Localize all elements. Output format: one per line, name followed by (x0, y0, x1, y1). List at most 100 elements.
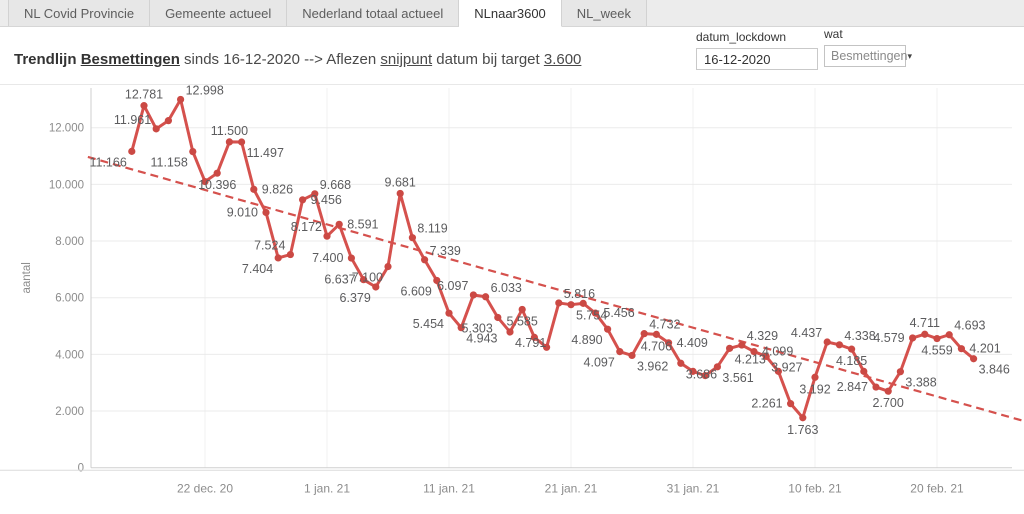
data-point[interactable] (713, 363, 722, 371)
data-point[interactable] (811, 373, 819, 381)
data-point[interactable] (884, 387, 892, 395)
data-point[interactable] (396, 189, 404, 198)
data-point[interactable] (445, 309, 453, 317)
data-point[interactable] (945, 331, 953, 339)
data-point[interactable] (347, 254, 355, 262)
data-point[interactable] (677, 359, 685, 367)
data-point[interactable] (628, 351, 636, 360)
title-segment-target: 3.600 (543, 51, 582, 68)
data-point[interactable] (482, 293, 490, 301)
data-point[interactable] (555, 299, 563, 307)
data-point[interactable] (579, 299, 587, 307)
data-point[interactable] (665, 339, 673, 347)
wat-parameter: wat Besmettingen ▾ (824, 27, 912, 67)
data-point[interactable] (372, 283, 380, 291)
data-point[interactable] (164, 117, 172, 125)
data-point-label: 7.339 (430, 244, 461, 258)
data-point[interactable] (567, 301, 575, 309)
title-segment: sinds 16-12-2020 --> Aflezen (179, 51, 381, 68)
data-point[interactable] (274, 254, 282, 262)
data-point[interactable] (604, 325, 612, 333)
data-point[interactable] (921, 330, 929, 338)
data-point[interactable] (262, 208, 270, 217)
datum-lockdown-label: datum_lockdown (696, 30, 787, 44)
tab-nederland-totaal-actueel[interactable]: Nederland totaal actueel (287, 0, 460, 26)
data-point[interactable] (896, 368, 905, 376)
data-point[interactable] (738, 341, 746, 349)
tab-nl-covid-provincie[interactable]: NL Covid Provincie (9, 0, 151, 26)
data-point[interactable] (250, 185, 258, 193)
data-point[interactable] (848, 345, 856, 353)
data-point[interactable] (835, 341, 844, 349)
data-point-label: 6.097 (437, 279, 468, 293)
data-point[interactable] (457, 324, 465, 332)
tab-gemeente-actueel[interactable]: Gemeente actueel (150, 0, 288, 26)
data-point[interactable] (799, 414, 807, 422)
data-point-label: 10.396 (198, 178, 236, 192)
data-point-label: 5.456 (603, 306, 634, 320)
data-point[interactable] (933, 334, 941, 343)
data-point[interactable] (384, 262, 392, 271)
data-point[interactable] (506, 328, 514, 336)
data-point[interactable] (335, 220, 343, 228)
data-point[interactable] (286, 250, 294, 259)
data-point[interactable] (640, 330, 648, 338)
data-point[interactable] (750, 347, 758, 356)
data-point[interactable] (970, 355, 978, 363)
data-point[interactable] (213, 169, 221, 177)
data-point[interactable] (774, 367, 783, 375)
data-point[interactable] (408, 234, 416, 242)
data-point[interactable] (433, 276, 441, 285)
wat-dropdown[interactable]: Besmettingen ▾ (824, 45, 912, 67)
data-point[interactable] (299, 196, 307, 204)
data-point[interactable] (140, 102, 148, 110)
data-point[interactable] (530, 333, 539, 341)
data-point-label: 7.404 (242, 262, 273, 276)
data-point[interactable] (323, 232, 331, 240)
data-point[interactable] (311, 190, 319, 198)
line-chart-canvas: 0 2.000 4.000 6.000 8.000 10.000 12.000 aantal 2… (0, 83, 1024, 496)
data-point[interactable] (421, 256, 429, 264)
data-point[interactable] (128, 147, 136, 155)
data-point[interactable] (201, 177, 209, 186)
x-axis-tick-label: 22 dec. 20 (177, 482, 233, 496)
data-point[interactable] (469, 291, 477, 299)
data-point[interactable] (591, 309, 600, 317)
data-point-label: 8.172 (291, 220, 322, 234)
data-point[interactable] (860, 367, 868, 375)
data-point-label: 8.591 (347, 217, 378, 231)
data-point[interactable] (494, 313, 502, 322)
wat-dropdown-value: Besmettingen (831, 49, 908, 63)
data-point[interactable] (762, 352, 770, 361)
tab-nl-week[interactable]: NL_week (561, 0, 647, 26)
data-point-label: 4.329 (747, 329, 778, 343)
data-point[interactable] (360, 276, 368, 284)
data-point[interactable] (823, 338, 831, 346)
data-point[interactable] (543, 343, 551, 351)
data-point-label: 3.686 (686, 367, 717, 381)
data-point[interactable] (726, 344, 734, 352)
trendline[interactable] (87, 155, 1024, 423)
data-point[interactable] (872, 383, 880, 391)
data-point-label: 12.998 (186, 85, 224, 97)
data-point[interactable] (909, 334, 917, 342)
data-point-label: 4.890 (571, 333, 602, 347)
data-point[interactable] (701, 372, 709, 380)
data-point[interactable] (689, 367, 697, 375)
datum-lockdown-input[interactable] (696, 48, 818, 70)
data-point[interactable] (616, 348, 624, 356)
data-point[interactable] (189, 147, 197, 156)
data-point[interactable] (225, 138, 233, 146)
data-point[interactable] (152, 125, 160, 133)
data-point-label: 2.261 (751, 397, 782, 411)
data-point[interactable] (652, 330, 661, 338)
data-point-label: 7.100 (352, 271, 383, 285)
data-point[interactable] (177, 95, 185, 104)
data-point-label: 4.201 (969, 342, 1000, 356)
data-point[interactable] (518, 305, 526, 314)
tab-nlnaar3600[interactable]: NLnaar3600 (459, 0, 562, 27)
data-point[interactable] (238, 138, 246, 146)
data-point[interactable] (957, 345, 966, 353)
x-axis-tick-label: 20 feb. 21 (910, 482, 964, 496)
data-point[interactable] (787, 400, 795, 408)
